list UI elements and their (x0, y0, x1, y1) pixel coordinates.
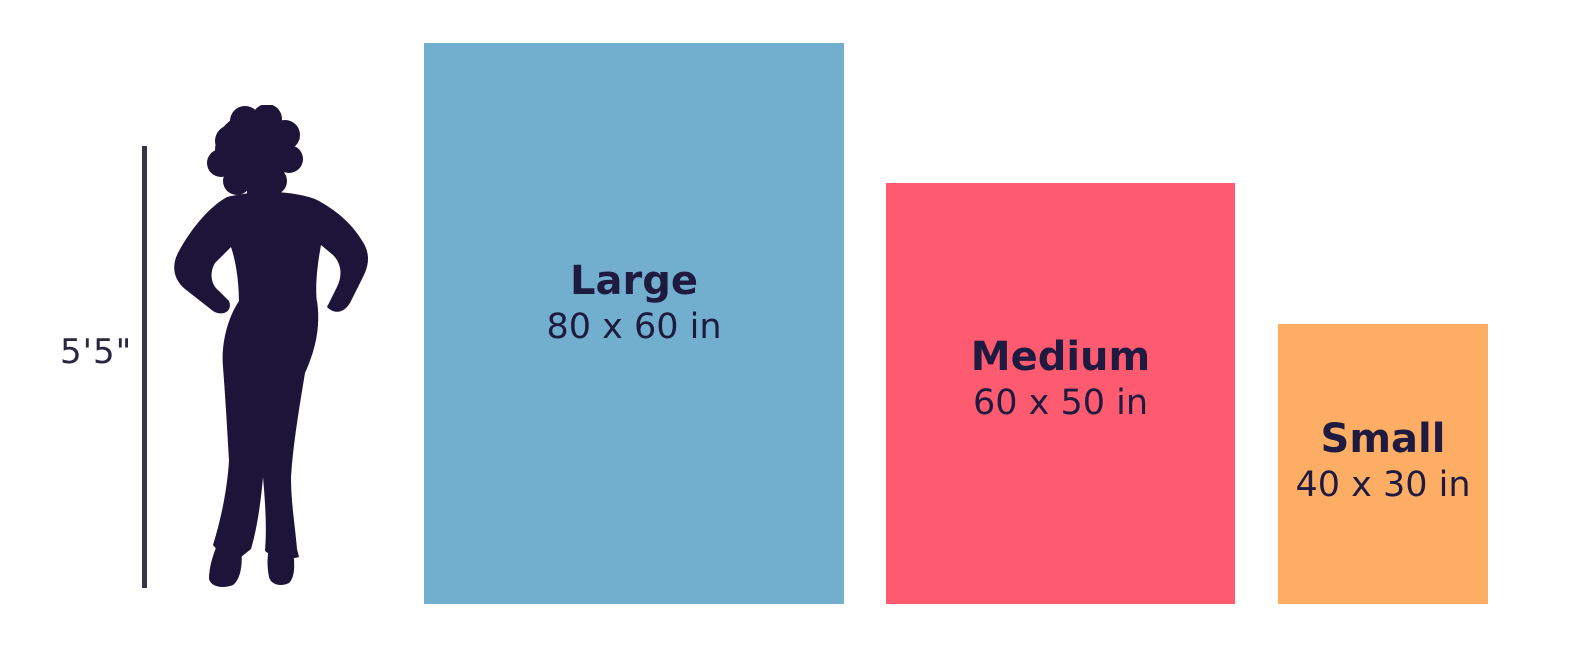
standing-woman-silhouette-icon (174, 105, 368, 587)
size-large-dimensions: 80 x 60 in (546, 306, 722, 347)
size-small-dimensions: 40 x 30 in (1295, 465, 1471, 505)
size-small-box: Small 40 x 30 in (1278, 324, 1488, 604)
size-large-box: Large 80 x 60 in (424, 43, 844, 604)
size-large-name: Large (570, 257, 698, 304)
height-scale-bar (142, 146, 147, 588)
size-medium-name: Medium (970, 333, 1151, 380)
size-medium-dimensions: 60 x 50 in (972, 382, 1149, 423)
height-label: 5'5" (60, 332, 133, 372)
size-medium-box: Medium 60 x 50 in (886, 183, 1235, 604)
size-small-name: Small (1320, 416, 1446, 462)
